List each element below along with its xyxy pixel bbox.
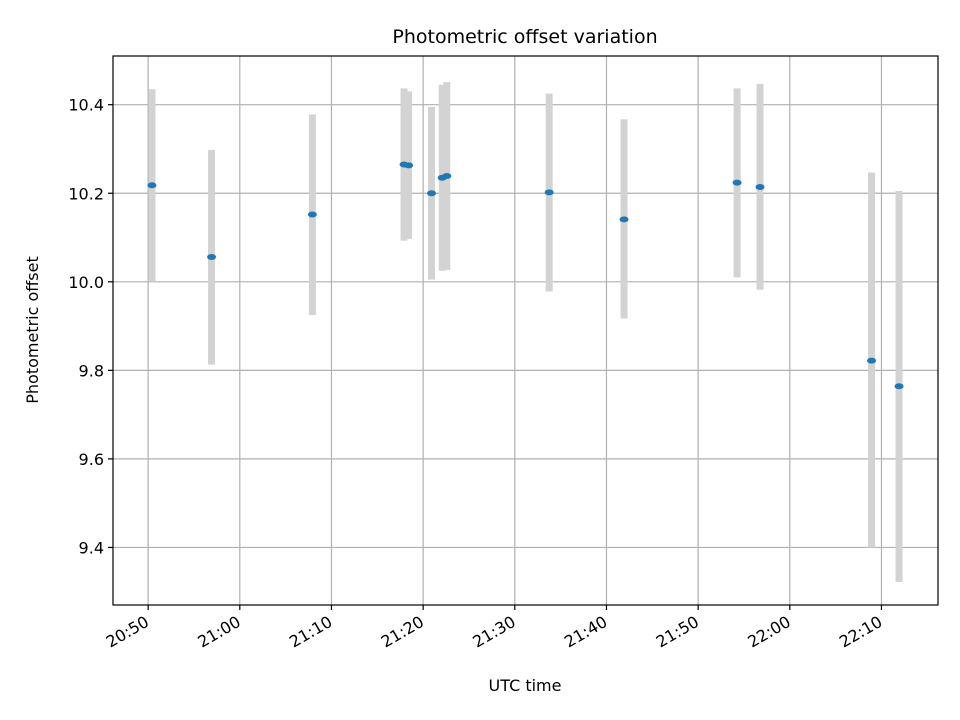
grid — [113, 56, 938, 605]
chart-title: Photometric offset variation — [392, 26, 657, 48]
data-point — [442, 172, 452, 179]
y-axis-ticks: 9.4 9.6 9.8 10.0 10.2 10.4 — [68, 96, 113, 557]
data-point — [427, 190, 437, 197]
y-axis-label: Photometric offset — [23, 256, 42, 404]
y-tick-label: 10.2 — [68, 184, 104, 203]
data-point — [867, 357, 877, 364]
data-point — [732, 179, 742, 186]
y-tick-label: 10.4 — [68, 96, 104, 115]
y-tick-label: 9.8 — [79, 361, 104, 380]
data-point — [207, 254, 217, 261]
data-point — [619, 216, 629, 223]
data-point — [307, 211, 317, 218]
data-point — [755, 184, 765, 191]
data-points — [147, 161, 904, 390]
y-tick-label: 10.0 — [68, 273, 104, 292]
y-tick-label: 9.6 — [79, 450, 104, 469]
x-axis-label: UTC time — [489, 676, 562, 695]
data-point — [894, 383, 904, 390]
plot-frame — [112, 55, 939, 606]
data-point — [544, 189, 554, 196]
data-point — [404, 162, 414, 169]
y-tick-label: 9.4 — [79, 538, 104, 557]
data-point — [147, 182, 157, 189]
